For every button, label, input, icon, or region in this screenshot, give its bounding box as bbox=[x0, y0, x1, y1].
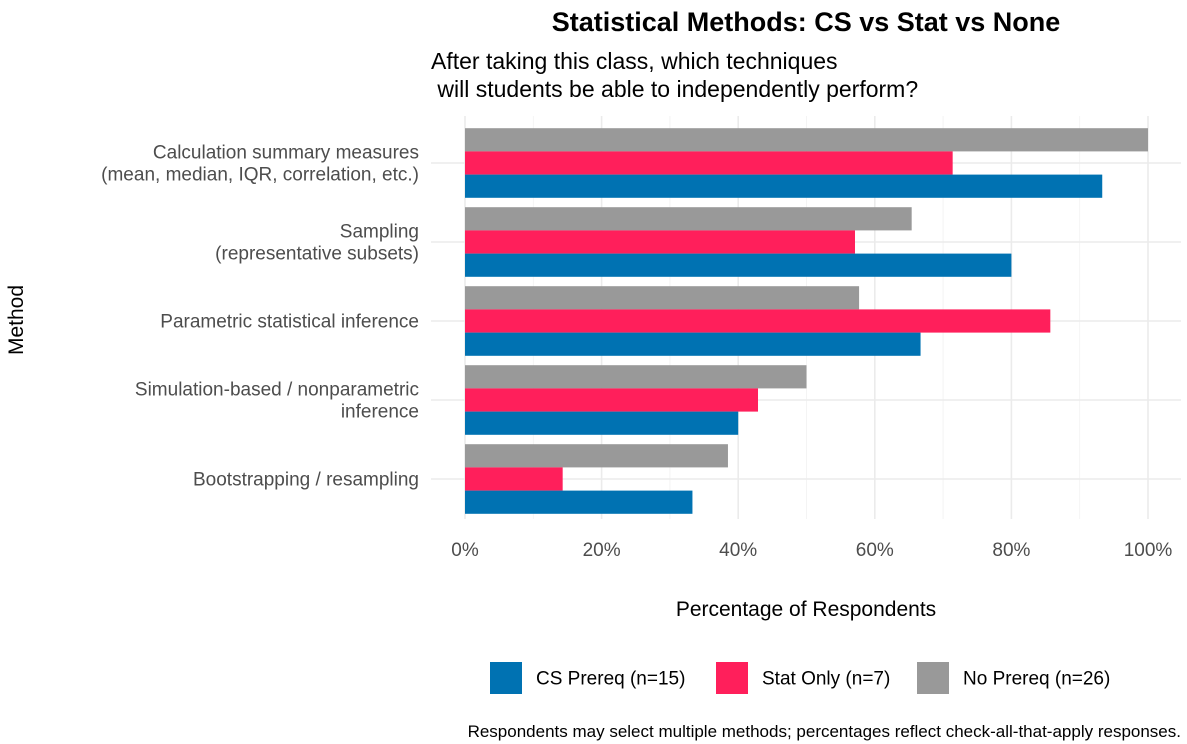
legend-swatch bbox=[716, 662, 748, 694]
bar bbox=[465, 253, 1012, 277]
bar bbox=[465, 128, 1148, 152]
x-tick-label: 20% bbox=[583, 540, 621, 561]
chart-caption: Respondents may select multiple methods;… bbox=[468, 722, 1181, 741]
x-tick-label: 0% bbox=[451, 540, 479, 561]
category-label: (mean, median, IQR, correlation, etc.) bbox=[101, 165, 419, 186]
x-axis-ticks: 0% 20% 40% 60% 80% 100% bbox=[451, 540, 1172, 561]
x-tick-label: 100% bbox=[1124, 540, 1173, 561]
legend-label: Stat Only (n=7) bbox=[762, 669, 890, 690]
category-label: Parametric statistical inference bbox=[160, 312, 419, 333]
bar bbox=[465, 365, 807, 389]
bar bbox=[465, 388, 759, 412]
legend-label: No Prereq (n=26) bbox=[963, 669, 1110, 690]
bar bbox=[465, 207, 912, 231]
bar bbox=[465, 230, 855, 254]
bar bbox=[465, 309, 1051, 333]
x-axis-title: Percentage of Respondents bbox=[676, 598, 936, 621]
chart-subtitle-line-1: After taking this class, which technique… bbox=[431, 48, 838, 74]
bar bbox=[465, 467, 563, 491]
category-label: Calculation summary measures bbox=[153, 143, 419, 164]
category-label: inference bbox=[341, 402, 419, 423]
bar bbox=[465, 286, 860, 310]
legend: CS Prereq (n=15) Stat Only (n=7) No Prereq… bbox=[490, 662, 1110, 694]
legend-label: CS Prereq (n=15) bbox=[536, 669, 685, 690]
chart-subtitle-line-2: will students be able to independently p… bbox=[431, 76, 918, 102]
legend-swatch bbox=[490, 662, 522, 694]
category-labels: Calculation summary measures(mean, media… bbox=[101, 143, 419, 491]
bar bbox=[465, 411, 739, 435]
bar bbox=[465, 444, 728, 468]
bar bbox=[465, 490, 693, 514]
x-tick-label: 80% bbox=[992, 540, 1030, 561]
bar bbox=[465, 332, 921, 356]
bars bbox=[465, 128, 1148, 514]
bar bbox=[465, 151, 953, 175]
bar bbox=[465, 174, 1103, 198]
legend-swatch bbox=[917, 662, 949, 694]
category-label: Bootstrapping / resampling bbox=[193, 470, 419, 491]
y-axis-title: Method bbox=[5, 285, 28, 355]
category-label: Sampling bbox=[340, 222, 419, 243]
x-tick-label: 60% bbox=[856, 540, 894, 561]
category-label: (representative subsets) bbox=[215, 244, 419, 265]
x-tick-label: 40% bbox=[719, 540, 757, 561]
chart-title: Statistical Methods: CS vs Stat vs None bbox=[552, 7, 1061, 37]
category-label: Simulation-based / nonparametric bbox=[135, 380, 419, 401]
